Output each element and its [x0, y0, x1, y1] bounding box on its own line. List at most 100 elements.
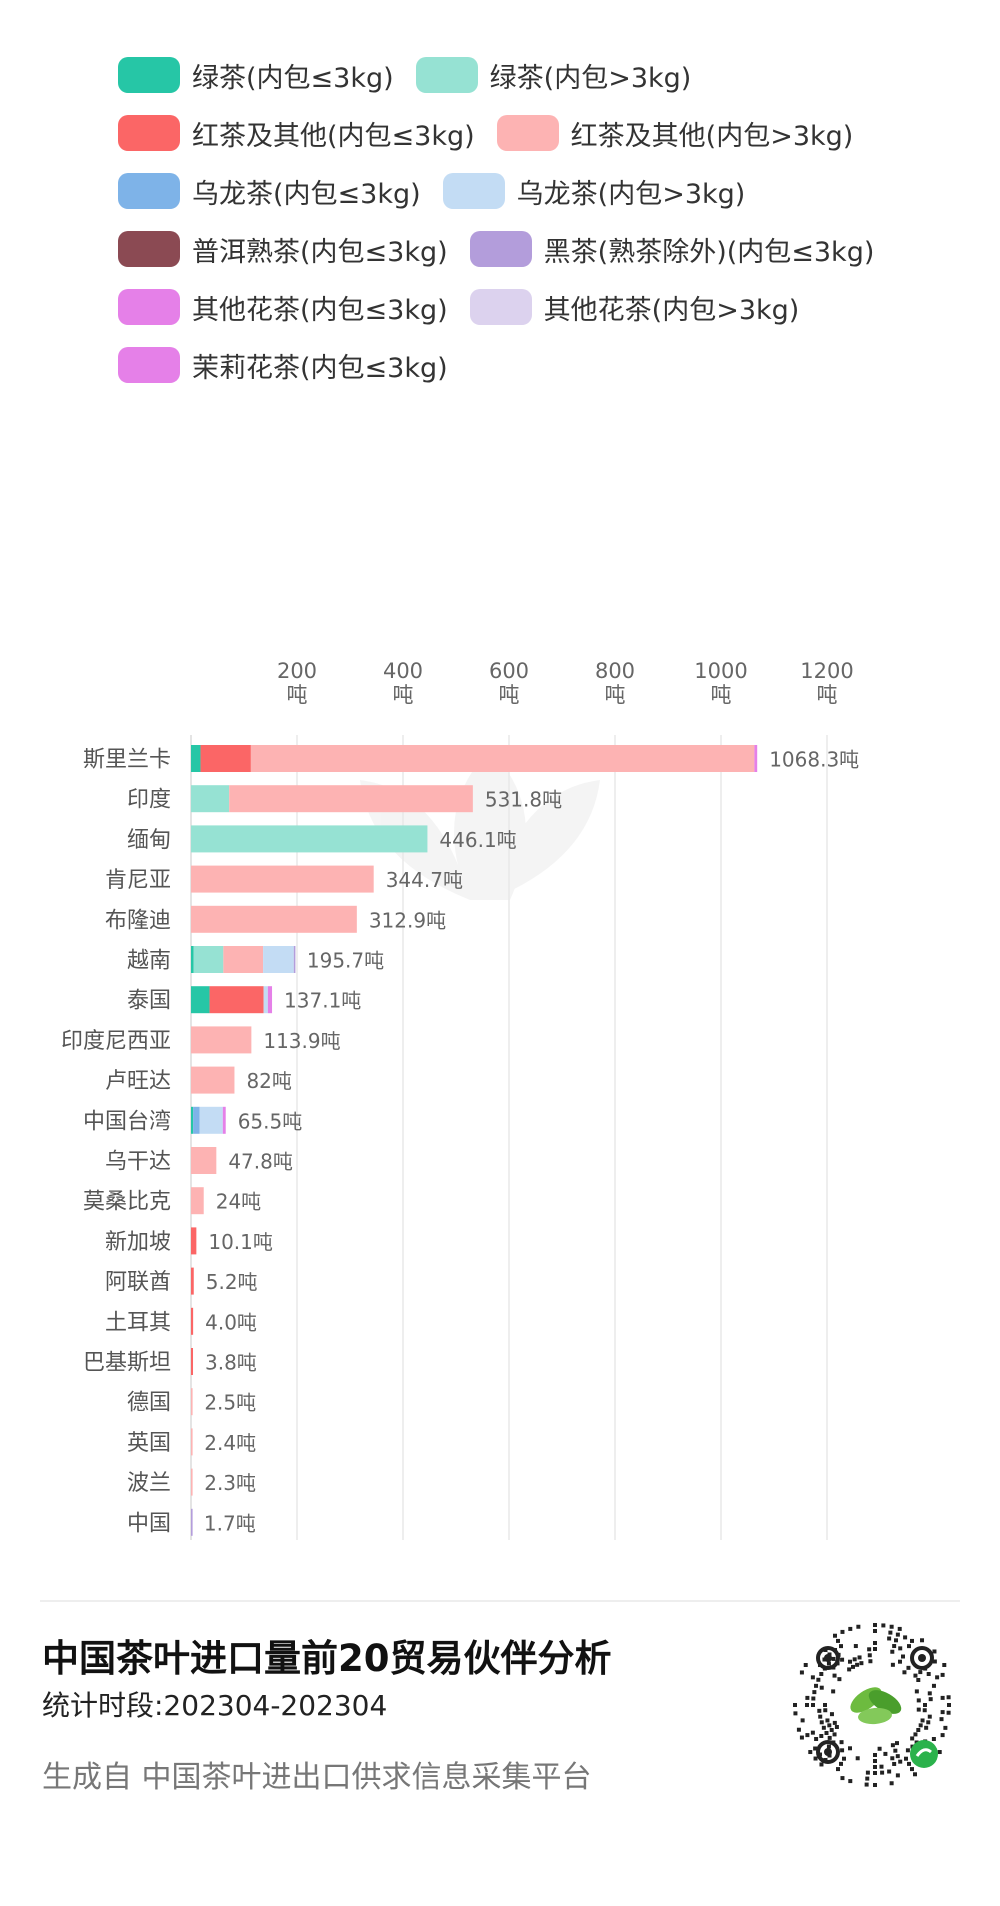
- bar-total-label: 3.8吨: [205, 1351, 257, 1375]
- bar-total-label: 82吨: [246, 1069, 291, 1093]
- bar-total-label: 1.7吨: [204, 1511, 256, 1535]
- bar-segment[interactable]: [199, 1106, 223, 1134]
- bar-segment[interactable]: [191, 905, 357, 933]
- bar-segment[interactable]: [209, 986, 264, 1014]
- legend-item[interactable]: 乌龙茶(内包>3kg): [442, 172, 746, 211]
- bar-segment[interactable]: [191, 1307, 194, 1335]
- bar-segment[interactable]: [191, 785, 230, 813]
- legend-item[interactable]: 其他花茶(内包>3kg): [469, 288, 800, 327]
- legend-item[interactable]: 乌龙茶(内包≤3kg): [118, 172, 421, 211]
- category-label: 布隆迪: [105, 908, 171, 933]
- legend-swatch: [118, 57, 180, 93]
- bar-segment[interactable]: [191, 1508, 193, 1536]
- mini-program-qr-code[interactable]: [790, 1620, 960, 1790]
- x-tick-label: 1200: [800, 659, 853, 683]
- bar-segment[interactable]: [191, 1468, 193, 1496]
- bar-total-label: 137.1吨: [284, 989, 361, 1013]
- bar-segment[interactable]: [222, 1106, 226, 1134]
- legend-item[interactable]: 绿茶(内包>3kg): [415, 56, 691, 95]
- category-label: 德国: [127, 1391, 171, 1416]
- legend-label: 乌龙茶(内包>3kg): [516, 178, 746, 210]
- bar-segment[interactable]: [191, 1388, 193, 1416]
- bar-total-label: 446.1吨: [439, 828, 516, 852]
- bar-segment[interactable]: [223, 946, 264, 973]
- category-label: 越南: [127, 949, 171, 974]
- bar-total-label: 5.2吨: [206, 1270, 258, 1294]
- legend-row: 普洱熟茶(内包≤3kg) 黑茶(熟茶除外)(内包≤3kg): [118, 220, 978, 278]
- mini-program-icon: [910, 1740, 938, 1768]
- category-label: 中国台湾: [83, 1109, 171, 1134]
- legend-row: 其他花茶(内包≤3kg) 其他花茶(内包>3kg): [118, 278, 978, 336]
- legend-label: 绿茶(内包≤3kg): [192, 62, 394, 94]
- legend-item[interactable]: 绿茶(内包≤3kg): [118, 56, 394, 95]
- bar-segment[interactable]: [191, 1428, 193, 1456]
- legend-item[interactable]: 茉莉花茶(内包≤3kg): [118, 346, 448, 385]
- category-label: 印度尼西亚: [61, 1029, 171, 1054]
- bar-total-label: 65.5吨: [238, 1109, 303, 1133]
- bar-total-label: 113.9吨: [263, 1029, 340, 1053]
- bar-total-label: 10.1吨: [208, 1230, 273, 1254]
- x-tick-label: 600: [489, 659, 529, 683]
- category-label: 肯尼亚: [105, 868, 171, 893]
- legend-label: 其他花茶(内包>3kg): [543, 294, 800, 326]
- category-label: 阿联酋: [105, 1270, 171, 1295]
- legend-label: 红茶及其他(内包>3kg): [570, 120, 854, 152]
- bar-total-label: 4.0吨: [205, 1310, 257, 1334]
- bar-segment[interactable]: [191, 1187, 204, 1215]
- bar-total-label: 531.8吨: [485, 788, 562, 812]
- legend-item[interactable]: 普洱熟茶(内包≤3kg): [118, 230, 448, 269]
- bar-segment[interactable]: [191, 1227, 197, 1255]
- category-label: 泰国: [127, 989, 171, 1014]
- bar-segment[interactable]: [229, 785, 473, 813]
- bar-segment[interactable]: [293, 946, 296, 973]
- bar-segment[interactable]: [191, 1106, 194, 1134]
- legend-label: 其他花茶(内包≤3kg): [192, 294, 448, 326]
- bar-total-label: 24吨: [216, 1190, 261, 1214]
- bar-segment[interactable]: [250, 745, 755, 772]
- category-label: 莫桑比克: [83, 1190, 171, 1215]
- legend-row: 茉莉花茶(内包≤3kg): [118, 336, 978, 394]
- legend-row: 乌龙茶(内包≤3kg) 乌龙茶(内包>3kg): [118, 162, 978, 220]
- legend-item[interactable]: 黑茶(熟茶除外)(内包≤3kg): [469, 230, 874, 269]
- bar-segment[interactable]: [191, 825, 428, 853]
- bar-segment[interactable]: [191, 1066, 235, 1094]
- category-label: 巴基斯坦: [83, 1351, 171, 1376]
- bar-segment[interactable]: [191, 946, 194, 973]
- x-tick-unit: 吨: [817, 683, 838, 707]
- qr-code-pattern: [793, 1623, 951, 1787]
- bar-segment[interactable]: [191, 1348, 194, 1375]
- bar-segment[interactable]: [754, 745, 758, 772]
- category-label: 斯里兰卡: [83, 748, 171, 773]
- legend-label: 茉莉花茶(内包≤3kg): [192, 352, 448, 384]
- legend-swatch: [118, 231, 180, 267]
- category-label: 乌干达: [105, 1150, 171, 1175]
- legend-item[interactable]: 红茶及其他(内包>3kg): [496, 114, 854, 153]
- legend-label: 乌龙茶(内包≤3kg): [192, 178, 421, 210]
- legend-label: 普洱熟茶(内包≤3kg): [192, 236, 448, 268]
- bar-total-label: 1068.3吨: [769, 748, 859, 772]
- bar-segment[interactable]: [191, 986, 210, 1014]
- legend-swatch: [118, 173, 180, 209]
- bar-segment[interactable]: [191, 745, 201, 772]
- bar-segment[interactable]: [191, 1147, 217, 1174]
- legend-label: 红茶及其他(内包≤3kg): [192, 120, 475, 152]
- x-tick-label: 200: [277, 659, 317, 683]
- divider: [40, 1600, 960, 1602]
- x-tick-label: 800: [595, 659, 635, 683]
- category-label: 波兰: [127, 1471, 171, 1496]
- bar-segment[interactable]: [191, 865, 374, 893]
- legend-item[interactable]: 红茶及其他(内包≤3kg): [118, 114, 475, 153]
- bar-segment[interactable]: [200, 745, 251, 772]
- bar-segment[interactable]: [267, 986, 273, 1014]
- bar-segment[interactable]: [263, 946, 294, 973]
- bar-segment[interactable]: [193, 946, 224, 973]
- bar-segment[interactable]: [263, 986, 268, 1014]
- x-tick-unit: 吨: [499, 683, 520, 707]
- tea-leaf-logo-icon: [850, 1687, 902, 1725]
- bar-segment[interactable]: [191, 1267, 194, 1295]
- bar-total-label: 2.3吨: [204, 1471, 256, 1495]
- bar-segment[interactable]: [193, 1106, 200, 1134]
- bar-segment[interactable]: [191, 1026, 252, 1054]
- legend-item[interactable]: 其他花茶(内包≤3kg): [118, 288, 448, 327]
